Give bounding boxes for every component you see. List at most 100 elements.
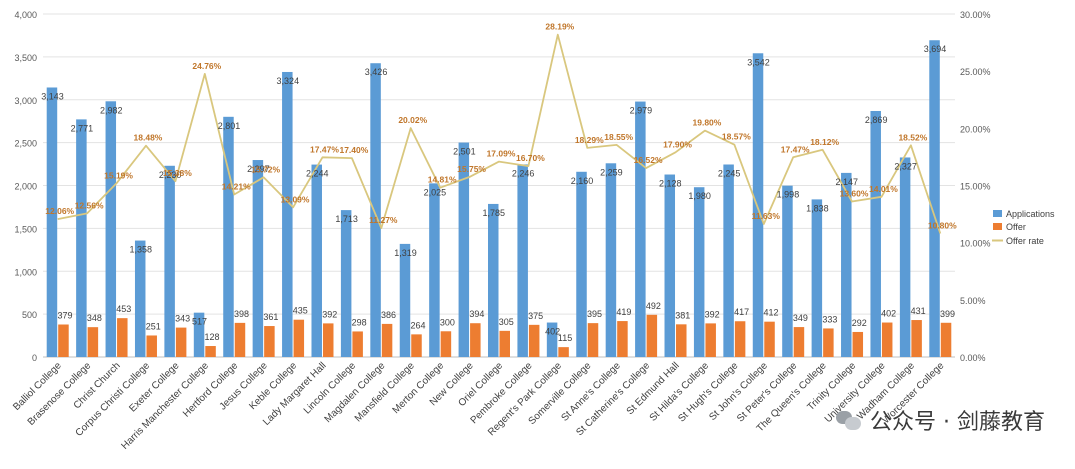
label-offer: 300 <box>440 317 455 327</box>
bar-applications <box>546 322 558 357</box>
bar-offer <box>881 322 893 357</box>
bar-applications <box>605 163 617 357</box>
label-offer: 417 <box>734 307 749 317</box>
x-tick-label: Lincoln College <box>302 360 358 416</box>
label-applications: 1,980 <box>688 191 711 201</box>
label-offer-rate: 18.29% <box>575 135 604 145</box>
bar-applications <box>340 210 352 357</box>
bar-applications <box>752 53 764 357</box>
legend-label-applications: Applications <box>1006 209 1055 219</box>
label-offer: 399 <box>940 309 955 319</box>
label-offer-rate: 17.09% <box>487 149 516 159</box>
bar-applications <box>693 187 705 357</box>
bar-offer <box>646 314 658 357</box>
label-offer: 492 <box>646 301 661 311</box>
label-applications: 2,982 <box>100 105 123 115</box>
label-offer: 333 <box>822 314 837 324</box>
label-offer-rate: 18.12% <box>810 137 839 147</box>
label-applications: 3,542 <box>747 57 770 67</box>
bar-applications <box>576 171 587 357</box>
bar-applications <box>223 116 234 358</box>
label-applications: 2,244 <box>306 169 329 179</box>
bar-applications <box>841 172 852 357</box>
label-offer-rate: 19.80% <box>693 118 722 128</box>
label-applications: 2,801 <box>218 121 241 131</box>
label-applications: 1,838 <box>806 203 829 213</box>
bar-offer <box>234 322 246 357</box>
y-left-tick-label: 0 <box>32 353 37 363</box>
y-right-tick-label: 0.00% <box>960 353 986 363</box>
y-right-tick-label: 25.00% <box>960 67 991 77</box>
label-offer: 343 <box>175 314 190 324</box>
bar-applications <box>811 199 823 357</box>
bar-offer <box>146 335 157 357</box>
bar-offer <box>117 318 128 357</box>
label-offer-rate: 10.80% <box>928 221 957 231</box>
y-left-tick-label: 3,500 <box>14 53 37 63</box>
label-applications: 1,319 <box>394 248 417 258</box>
label-applications: 402 <box>545 327 560 337</box>
bar-offer <box>87 327 99 357</box>
x-tick-label: Merton College <box>391 360 447 416</box>
bar-applications <box>488 203 499 357</box>
label-offer-rate: 12.56% <box>75 200 104 210</box>
label-offer: 453 <box>116 304 131 314</box>
bar-applications <box>929 40 940 357</box>
label-applications: 1,998 <box>777 190 800 200</box>
bar-offer <box>411 334 422 357</box>
x-tick-label: St Edmund Hall <box>625 360 682 417</box>
label-offer: 402 <box>881 309 896 319</box>
label-offer-rate: 17.47% <box>310 144 339 154</box>
y-right-tick-label: 30.00% <box>960 10 991 20</box>
bar-offer <box>793 327 805 357</box>
watermark-text: 公众号 · 剑藤教育 <box>870 410 1045 435</box>
label-offer: 264 <box>410 320 425 330</box>
bar-applications <box>517 164 528 357</box>
line-offer-rate <box>57 33 942 234</box>
y-right-tick-label: 15.00% <box>960 182 991 192</box>
label-applications: 2,025 <box>424 187 447 197</box>
legend-label-offer: Offer <box>1006 222 1026 232</box>
label-applications: 1,713 <box>335 214 358 224</box>
label-offer-rate: 18.52% <box>898 132 927 142</box>
bar-offer <box>264 326 275 357</box>
label-offer-rate: 20.02% <box>398 115 427 125</box>
bar-offer <box>499 330 510 357</box>
legend-swatch-offer <box>993 223 1002 230</box>
label-offer: 379 <box>57 311 72 321</box>
bar-offer <box>470 323 481 357</box>
label-offer: 395 <box>587 309 602 319</box>
y-right-tick-label: 20.00% <box>960 124 991 134</box>
label-applications: 3,324 <box>277 76 300 86</box>
bar-offer <box>381 323 393 357</box>
bar-offer <box>734 321 746 357</box>
label-applications: 3,426 <box>365 67 388 77</box>
label-offer: 298 <box>352 317 367 327</box>
bar-offer <box>205 346 216 357</box>
label-offer: 412 <box>764 308 779 318</box>
label-offer: 128 <box>205 332 220 342</box>
bar-applications <box>664 174 676 357</box>
label-offer-rate: 13.60% <box>840 189 869 199</box>
bar-offer <box>322 323 334 357</box>
bar-offer <box>676 324 687 357</box>
label-offer: 381 <box>675 310 690 320</box>
label-applications: 2,771 <box>71 123 94 133</box>
bar-offer <box>558 347 569 357</box>
label-offer: 361 <box>263 312 278 322</box>
legend-label-offer-rate: Offer rate <box>1006 236 1044 246</box>
bar-applications <box>311 164 322 357</box>
label-applications: 2,230 <box>159 170 182 180</box>
label-offer: 392 <box>705 309 720 319</box>
legend-swatch-applications <box>993 210 1002 217</box>
label-offer: 394 <box>469 309 484 319</box>
bar-applications <box>635 101 646 357</box>
label-applications: 2,160 <box>571 176 594 186</box>
bar-applications <box>134 240 146 357</box>
bar-applications <box>164 165 175 357</box>
bar-applications <box>899 157 911 357</box>
label-applications: 1,785 <box>482 208 505 218</box>
label-offer: 419 <box>616 307 631 317</box>
